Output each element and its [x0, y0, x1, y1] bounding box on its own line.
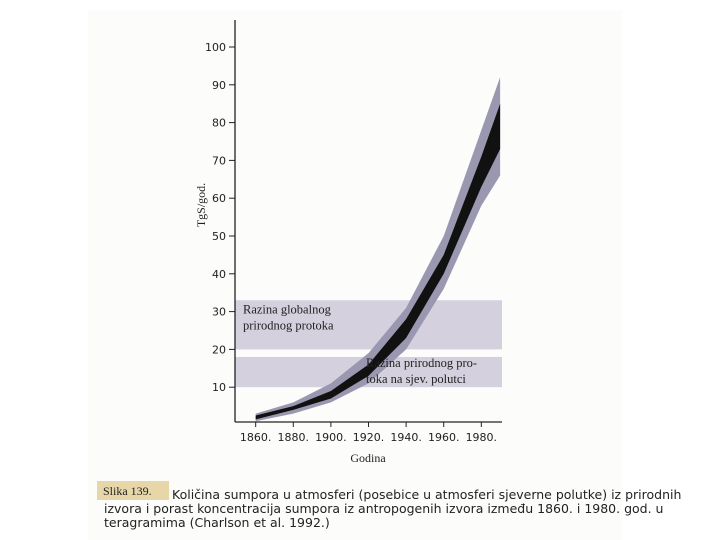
x-tick-label: 1920. [353, 431, 385, 444]
x-axis-label: Godina [350, 451, 386, 465]
x-tick-label: 1940. [390, 431, 422, 444]
x-tick-label: 1860. [240, 431, 272, 444]
caption-line: izvora i porast koncentracija sumpora iz… [104, 501, 663, 516]
x-tick-label: 1880. [278, 431, 310, 444]
x-tick-label: 1900. [315, 431, 347, 444]
y-tick-label: 40 [212, 268, 226, 281]
caption-line: Količina sumpora u atmosferi (posebice u… [172, 487, 681, 502]
y-tick-label: 60 [212, 192, 226, 205]
y-tick-label: 20 [212, 343, 226, 356]
y-tick-label: 50 [212, 230, 226, 243]
x-tick-label: 1980. [466, 431, 498, 444]
region-label: toka na sjev. polutci [366, 372, 466, 386]
y-tick-label: 90 [212, 79, 226, 92]
caption-line: teragramima (Charlson et al. 1992.) [104, 515, 330, 530]
figure-background [88, 10, 622, 540]
caption-tag: Slika 139. [103, 484, 152, 498]
caption-tag-box [97, 481, 169, 500]
band [255, 103, 501, 420]
y-tick-label: 100 [205, 41, 226, 54]
y-tick-label: 80 [212, 117, 226, 130]
y-axis-label: TgS/god. [194, 183, 208, 227]
x-tick-label: 1960. [428, 431, 460, 444]
region-label: Razina globalnog [243, 302, 332, 316]
plot: Razina globalnog prirodnog protoka Razina … [205, 20, 502, 444]
region-label: prirodnog protoka [243, 318, 334, 332]
region [235, 300, 502, 350]
y-tick-label: 70 [212, 154, 226, 167]
y-tick-label: 30 [212, 306, 226, 319]
region-label: Razina prirodnog pro- [366, 356, 477, 370]
y-tick-label: 10 [212, 381, 226, 394]
